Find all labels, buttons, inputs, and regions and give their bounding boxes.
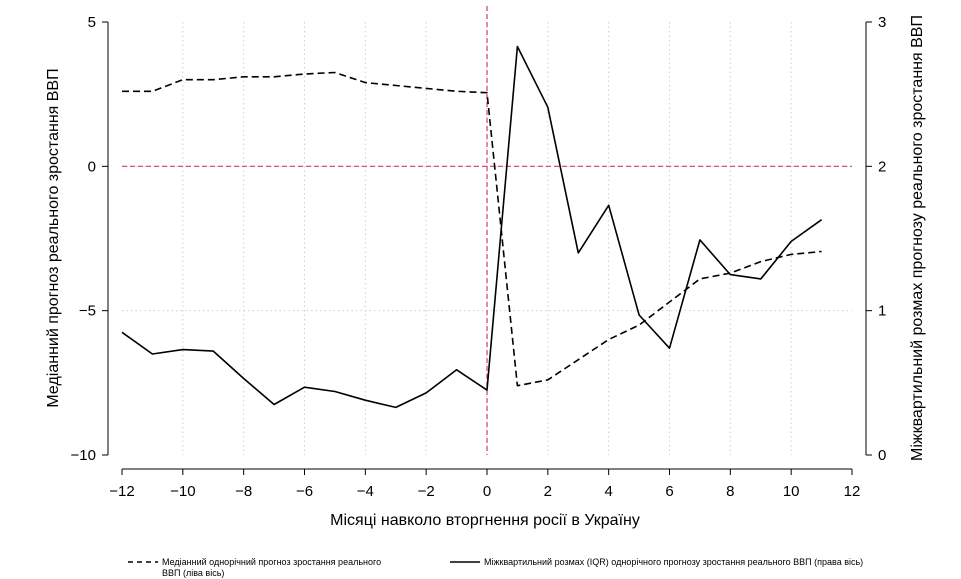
x-tick-label: 6 — [665, 483, 673, 500]
x-tick-label: −6 — [296, 483, 313, 500]
left-axis-ticks: −10 −5 0 5 — [71, 14, 108, 464]
x-tick-label: −2 — [418, 483, 435, 500]
x-axis-title: Місяці навколо вторгнення росії в Україн… — [330, 512, 640, 529]
right-tick-label: 0 — [878, 447, 886, 464]
left-tick-label: 0 — [88, 158, 96, 175]
x-tick-label: 12 — [844, 483, 861, 500]
x-axis-ticks: −12 −10 −8 −6 −4 −2 0 2 4 6 8 10 12 — [109, 469, 860, 500]
series-lines — [121, 45, 823, 409]
right-tick-label: 2 — [878, 158, 886, 175]
median-forecast-series-line — [122, 71, 822, 387]
left-tick-label: −5 — [79, 303, 96, 320]
x-tick-label: 4 — [604, 483, 612, 500]
x-tick-label: 2 — [544, 483, 552, 500]
iqr-series-line — [121, 45, 823, 409]
legend-label-median-line1: Медіанний однорічний прогноз зростання р… — [162, 557, 381, 567]
left-tick-label: 5 — [88, 14, 96, 31]
legend: Медіанний однорічний прогноз зростання р… — [128, 557, 863, 578]
right-tick-label: 3 — [878, 14, 886, 31]
x-tick-label: 8 — [726, 483, 734, 500]
right-axis-ticks: 0 1 2 3 — [866, 14, 886, 464]
x-tick-label: −10 — [170, 483, 195, 500]
left-axis-title: Медіанний прогноз реального зростання ВВ… — [45, 68, 62, 407]
reference-lines — [122, 6, 852, 455]
x-tick-label: −4 — [357, 483, 374, 500]
legend-label-median-line2: ВВП (ліва вісь) — [162, 568, 224, 578]
x-tick-label: 10 — [783, 483, 800, 500]
x-tick-label: −12 — [109, 483, 134, 500]
x-tick-label: 0 — [483, 483, 491, 500]
right-tick-label: 1 — [878, 303, 886, 320]
x-tick-label: −8 — [235, 483, 252, 500]
right-axis-title: Міжквартильний розмах прогнозу реального… — [909, 15, 926, 461]
legend-label-iqr: Міжквартильний розмах (IQR) однорічного … — [484, 557, 863, 567]
left-tick-label: −10 — [71, 447, 96, 464]
